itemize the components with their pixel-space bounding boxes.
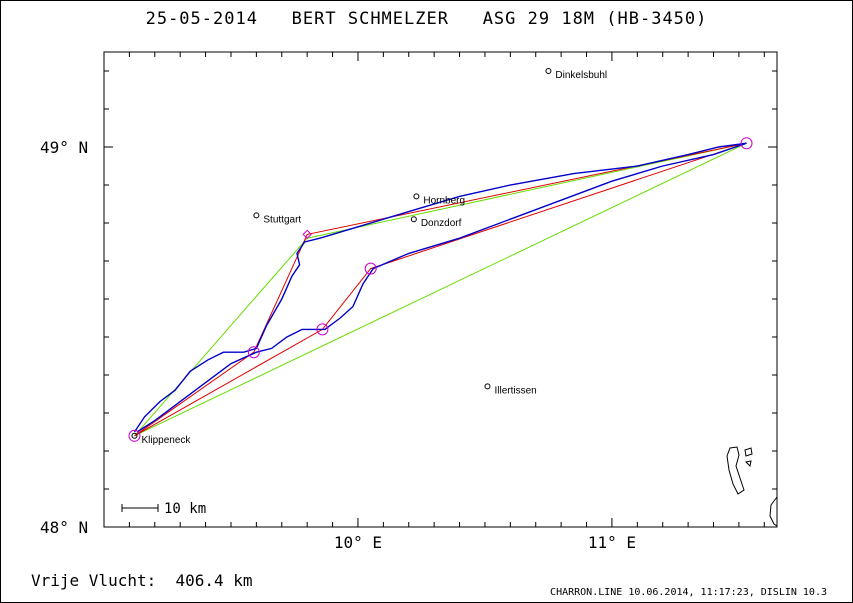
- place-label: Donzdorf: [421, 218, 462, 229]
- place-marker: [413, 193, 420, 200]
- gps-track-line: [133, 142, 747, 433]
- green-route-line: [134, 142, 747, 437]
- place-label: Klippeneck: [141, 435, 191, 446]
- turnpoint-circle: [247, 346, 260, 359]
- place-marker: [545, 68, 552, 74]
- lon-label: 10° E: [334, 533, 382, 552]
- credits-line: CHARRON.LINE 10.06.2014, 11:17:23, DISLI…: [550, 587, 827, 598]
- place-label: Dinkelsbuhl: [555, 70, 607, 81]
- place-label: Hornberg: [423, 195, 465, 206]
- lake-outline: [726, 446, 778, 527]
- free-flight-distance: Vrije Vlucht: 406.4 km: [31, 571, 253, 590]
- place-label: Illertissen: [494, 385, 536, 396]
- place-marker: [253, 212, 260, 219]
- lat-label: 49° N: [40, 138, 88, 157]
- place-marker: [410, 216, 417, 223]
- place-marker: [484, 383, 491, 390]
- place-label: Stuttgart: [263, 214, 301, 225]
- plot-area: [103, 51, 778, 528]
- start-marker: [302, 229, 312, 240]
- turnpoint-circle: [128, 429, 141, 442]
- turnpoint-markers: [128, 137, 753, 442]
- longitude-labels: 10° E 11° E: [334, 533, 636, 552]
- lat-label: 48° N: [40, 518, 88, 537]
- turnpoint-circle: [364, 262, 377, 275]
- turnpoint-circle: [740, 137, 753, 150]
- scale-bar-label: 10 km: [164, 501, 206, 517]
- flight-date: 25-05-2014: [145, 9, 258, 29]
- aircraft-id: ASG 29 18M (HB-3450): [482, 9, 708, 29]
- axis-ticks: [103, 52, 777, 528]
- scale-bar: 10 km: [121, 501, 206, 517]
- place-marker: [131, 432, 138, 439]
- pilot-name: BERT SCHMELZER: [291, 9, 449, 29]
- turnpoint-circle: [316, 323, 329, 336]
- place-markers: Dinkelsbuhl Hornberg Stuttgart Donzdorf Ille…: [131, 68, 607, 446]
- flight-title: 25-05-2014 BERT SCHMELZER ASG 29 18M (HB…: [0, 9, 853, 29]
- latitude-labels: 49° N 48° N: [40, 138, 88, 537]
- lon-label: 11° E: [588, 533, 636, 552]
